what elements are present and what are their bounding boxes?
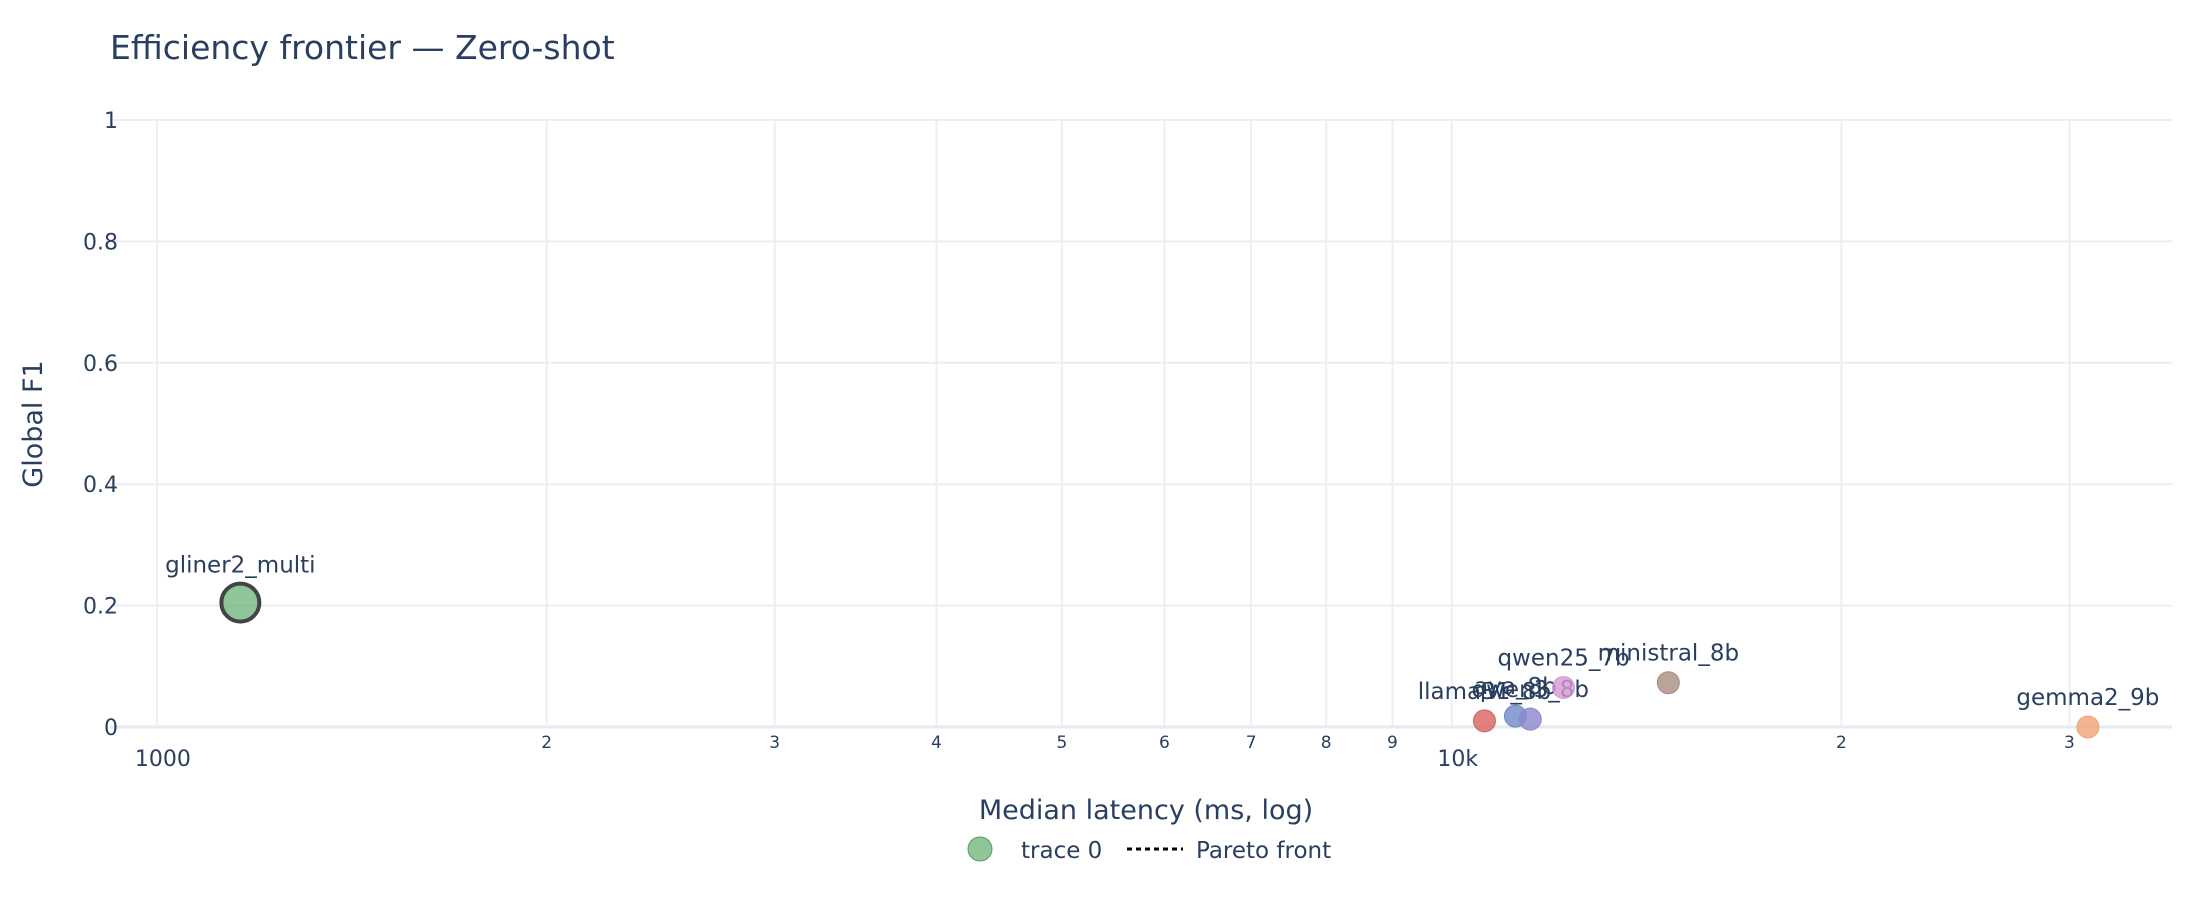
x-tick-label-minor: 2 bbox=[541, 733, 552, 753]
x-axis-title: Median latency (ms, log) bbox=[979, 795, 1313, 826]
grid-layer bbox=[110, 119, 2172, 729]
x-tick-label-minor: 6 bbox=[1159, 733, 1170, 753]
y-tick-label: 0.4 bbox=[83, 473, 118, 498]
y-tick-label: 0.6 bbox=[83, 352, 118, 377]
x-tick-label-minor: 3 bbox=[2064, 733, 2075, 753]
data-point-qwen3_8b bbox=[1518, 707, 1542, 731]
x-tick-label-major: 10k bbox=[1437, 747, 1478, 772]
x-tick-label-minor: 3 bbox=[769, 733, 780, 753]
x-tick-label-major: 1000 bbox=[135, 747, 191, 772]
data-point-qwen25_7b bbox=[1552, 676, 1576, 700]
point-label-ministral_8b: ministral_8b bbox=[1598, 641, 1739, 667]
point-label-qwen25_7b: qwen25_7b bbox=[1497, 646, 1629, 672]
y-tick-label: 0.8 bbox=[83, 230, 118, 255]
point-label-aya_8b: aya_8b bbox=[1474, 674, 1557, 700]
x-tick-label-minor: 8 bbox=[1321, 733, 1332, 753]
data-point-gemma2_9b bbox=[2076, 715, 2100, 739]
data-point-ministral_8b bbox=[1656, 671, 1680, 695]
y-axis-title: Global F1 bbox=[18, 360, 49, 487]
legend-label-trace-0: trace 0 bbox=[1021, 838, 1102, 864]
legend-label-pareto-front: Pareto front bbox=[1196, 838, 1331, 864]
x-tick-label-minor: 5 bbox=[1057, 733, 1068, 753]
data-point-gliner2_multi bbox=[219, 581, 262, 624]
x-tick-label-minor: 2 bbox=[1836, 733, 1847, 753]
y-tick-label: 1 bbox=[104, 109, 118, 134]
point-label-gliner2_multi: gliner2_multi bbox=[165, 553, 315, 579]
x-tick-label-minor: 9 bbox=[1387, 733, 1398, 753]
ticks-layer: 1000 10k 2 3 4 5 6 7 8 9 2 3 0 0.2 0.4 0.6 0.8 1 bbox=[83, 109, 2075, 772]
x-tick-label-minor: 4 bbox=[931, 733, 942, 753]
y-tick-label: 0.2 bbox=[83, 595, 118, 620]
legend-marker-trace-0 bbox=[967, 836, 993, 862]
legend: trace 0 Pareto front bbox=[967, 836, 1331, 864]
data-point-llama31_8b bbox=[1472, 709, 1496, 733]
point-label-llama31_8b: llama31_8b bbox=[1418, 679, 1551, 705]
x-tick-label-minor: 7 bbox=[1246, 733, 1257, 753]
chart-title: Efficiency frontier — Zero-shot bbox=[110, 28, 615, 67]
point-label-gemma2_9b: gemma2_9b bbox=[2016, 685, 2159, 711]
y-tick-label: 0 bbox=[104, 716, 118, 741]
points-layer: gliner2_multillama31_8baya_8bqwen3_8bqwe… bbox=[165, 553, 2159, 739]
